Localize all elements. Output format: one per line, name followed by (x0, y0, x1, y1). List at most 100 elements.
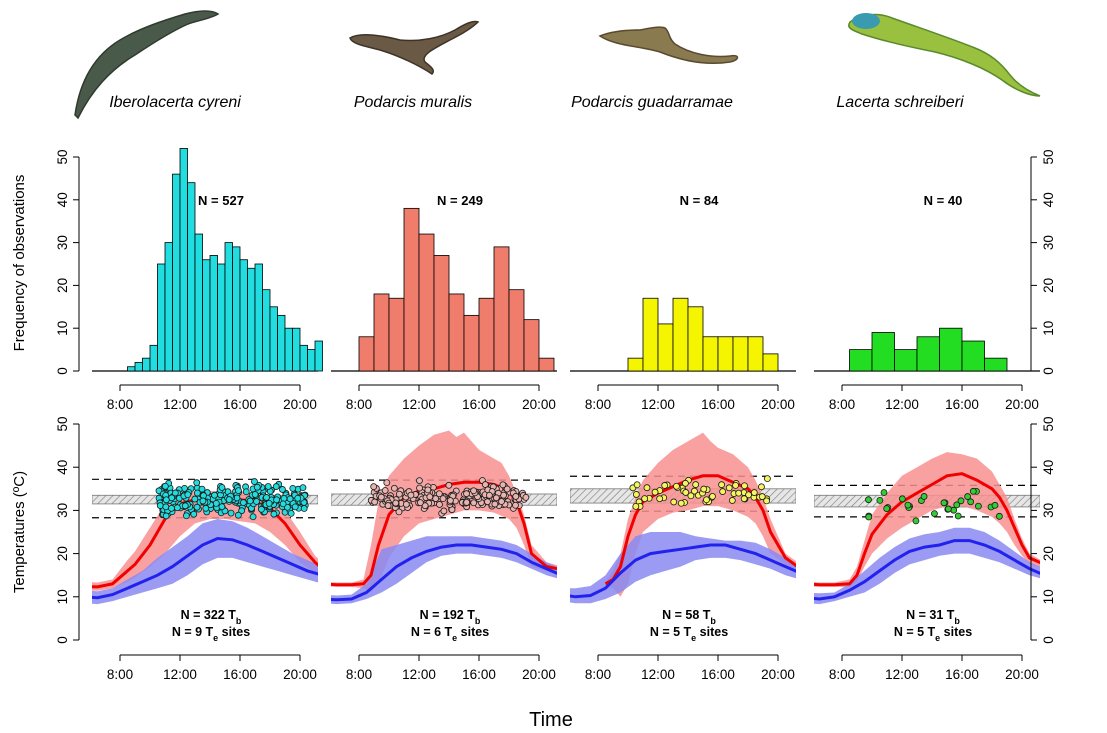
tb-point (190, 510, 198, 518)
tb-point (287, 509, 295, 517)
tb-point (883, 505, 891, 512)
tb-point (300, 505, 308, 512)
tb-point (954, 512, 962, 520)
x-tick-label: 20:00 (283, 667, 317, 682)
tb-point (643, 484, 651, 492)
tb-point (728, 497, 736, 504)
hist-bar (358, 336, 375, 372)
tb-point (463, 498, 471, 506)
tb-point (392, 499, 400, 507)
hist-bar (179, 148, 188, 372)
species-title: Iberolacerta cyreni (109, 94, 241, 111)
tb-point (193, 479, 201, 487)
tb-point (687, 492, 695, 500)
tb-point (445, 481, 453, 489)
y-tick-label: 20 (55, 546, 70, 561)
tb-point (709, 493, 716, 500)
tb-point (470, 499, 478, 507)
hist-bar (448, 293, 465, 372)
hist-n-label: N = 40 (924, 193, 963, 208)
x-tick-label: 12:00 (402, 397, 436, 412)
tb-point (377, 493, 385, 501)
tb-point (512, 493, 520, 500)
tb-point (171, 489, 179, 497)
y-tick-label: 30 (55, 235, 70, 250)
chart-panels: 8:00 12:00 16:00 20:00 N = 527 8:00 12:00 16:00… (55, 94, 1056, 682)
tb-point (227, 509, 235, 517)
tb-point (764, 475, 771, 483)
hist-bar (277, 314, 286, 372)
tb-point (470, 487, 478, 495)
x-tick-label: 12:00 (641, 667, 675, 682)
x-tick-label: 16:00 (945, 667, 979, 682)
tb-point (876, 496, 884, 504)
hist-bar (134, 362, 143, 372)
y-tick-label: 30 (1041, 503, 1056, 518)
tb-point (407, 491, 415, 499)
hist-bar (314, 340, 323, 372)
y-tick-label: 50 (1041, 149, 1056, 164)
tb-point (700, 485, 708, 493)
y-tick-label: 0 (55, 636, 70, 644)
lizard-illustrations (74, 10, 1041, 120)
hist-y-axis-title: Frequency of observations (11, 175, 28, 352)
tb-point (272, 483, 280, 490)
tb-point (682, 479, 689, 487)
tb-point (512, 501, 519, 509)
tb-point (383, 479, 391, 487)
tb-point (439, 495, 447, 503)
y-tick-label: 40 (1041, 460, 1056, 475)
hist-bar (149, 344, 158, 372)
temp-panel (570, 432, 796, 604)
tb-point (904, 501, 912, 509)
tb-point (957, 497, 965, 505)
hist-bar (687, 306, 704, 372)
hist-bar (433, 255, 450, 372)
hist-bar (164, 242, 173, 372)
tb-point (218, 503, 226, 511)
hist-bar (142, 357, 151, 372)
x-tick-label: 8:00 (107, 667, 133, 682)
tb-point (253, 483, 261, 491)
te-n-label: N = 9 Te sites (172, 625, 250, 643)
tb-point (289, 484, 297, 492)
tb-point (426, 493, 434, 501)
y-tick-label: 50 (55, 149, 70, 164)
tb-point (264, 483, 272, 490)
lizard-illustration (349, 20, 480, 75)
x-tick-label: 16:00 (701, 667, 735, 682)
lizard-illustration (598, 26, 739, 65)
temp-panel (331, 430, 557, 605)
x-tick-label: 12:00 (885, 397, 919, 412)
tb-point (944, 505, 952, 513)
hist-bar (732, 336, 749, 372)
hist-bar (463, 314, 480, 372)
tb-point (291, 503, 299, 511)
hist-bar (224, 242, 233, 372)
hist-bar (127, 366, 136, 372)
tb-point (692, 481, 700, 488)
y-tick-label: 50 (1041, 416, 1056, 431)
tb-point (758, 483, 765, 491)
x-tick-label: 20:00 (283, 397, 317, 412)
hist-bar (284, 327, 293, 372)
te-red-band (605, 432, 796, 597)
hist-bar (762, 353, 779, 372)
hist-bar (508, 289, 525, 372)
tb-point (969, 487, 977, 495)
species-title: Lacerta schreiberi (836, 94, 964, 111)
tb-point (381, 487, 389, 494)
tb-point (294, 494, 302, 502)
hist-bar (984, 357, 1008, 372)
tb-point (251, 491, 259, 498)
hist-bar (403, 207, 420, 372)
tb-point (865, 513, 873, 521)
hist-bar (232, 246, 241, 372)
hist-bar (702, 336, 719, 372)
hist-bar (418, 233, 435, 372)
x-tick-label: 16:00 (462, 667, 496, 682)
tb-point (424, 486, 432, 494)
y-tick-label: 10 (55, 321, 70, 336)
tb-point (370, 483, 378, 491)
tb-point (279, 486, 286, 493)
